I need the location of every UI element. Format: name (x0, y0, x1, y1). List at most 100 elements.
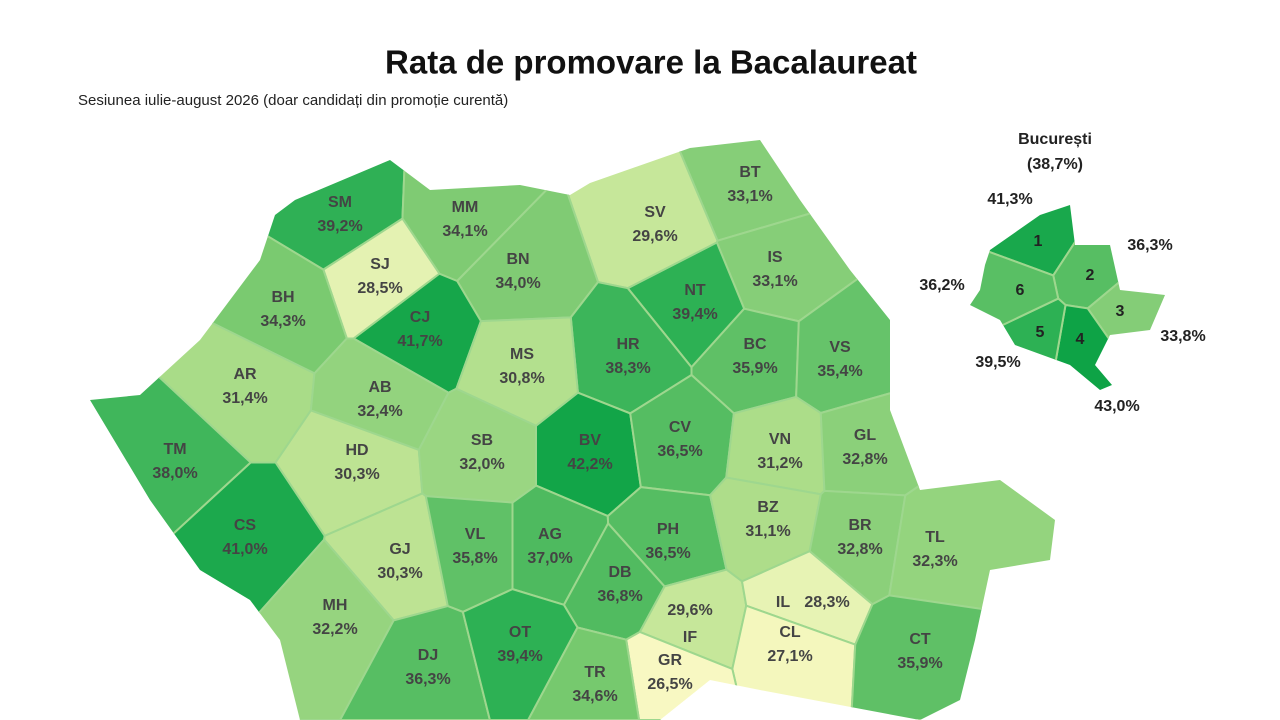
county-code: VS (829, 339, 851, 356)
county-code: TM (163, 441, 186, 458)
county-code: BV (579, 432, 602, 449)
county-code: IF (683, 629, 697, 646)
sector-value: 36,3% (1127, 237, 1172, 254)
county-code: AB (368, 379, 391, 396)
county-code: TR (584, 664, 606, 681)
county-value: 27,1% (767, 648, 812, 665)
county-code: GJ (389, 541, 410, 558)
county-code: CS (234, 517, 257, 534)
sector-number: 3 (1116, 303, 1125, 320)
county-code: IS (767, 249, 782, 266)
county-code: CV (669, 419, 692, 436)
county-value: 35,8% (452, 550, 497, 567)
county-value: 28,3% (804, 594, 849, 611)
county-value: 39,2% (317, 218, 362, 235)
county-value: 38,3% (605, 360, 650, 377)
sector-number: 2 (1086, 267, 1095, 284)
county-value: 35,9% (897, 655, 942, 672)
county-code: MS (510, 346, 534, 363)
county-value: 33,1% (727, 188, 772, 205)
county-code: GL (854, 427, 876, 444)
county-code: VL (465, 526, 486, 543)
county-value: 31,1% (745, 523, 790, 540)
county-value: 35,9% (732, 360, 777, 377)
map-title: Rata de promovare la Bacalaureat (385, 44, 917, 81)
county-code: SM (328, 194, 352, 211)
county-value: 31,4% (222, 390, 267, 407)
county-value: 32,8% (837, 541, 882, 558)
county-code: BH (271, 289, 294, 306)
county-value: 30,3% (334, 466, 379, 483)
county-code: BZ (757, 499, 779, 516)
county-value: 34,1% (442, 223, 487, 240)
county-value: 32,3% (912, 553, 957, 570)
county-code: BT (739, 164, 761, 181)
county-code: HR (616, 336, 640, 353)
county-code: NT (684, 282, 706, 299)
county-value: 32,8% (842, 451, 887, 468)
county-code: CL (779, 624, 801, 641)
county-area (526, 626, 641, 720)
county-value: 36,8% (597, 588, 642, 605)
county-value: 32,0% (459, 456, 504, 473)
county-code: PH (657, 521, 679, 538)
map-subtitle: Sesiunea iulie-august 2026 (doar candida… (78, 92, 508, 109)
sector-number: 6 (1016, 282, 1025, 299)
county-value: 32,4% (357, 403, 402, 420)
county-code: SV (644, 204, 666, 221)
sector-value: 36,2% (919, 277, 964, 294)
county-value: 34,3% (260, 313, 305, 330)
county-area (850, 594, 1055, 720)
county-value: 41,0% (222, 541, 267, 558)
county-code: IL (776, 594, 790, 611)
county-code: BN (506, 251, 529, 268)
county-code: TL (925, 529, 945, 546)
county-value: 37,0% (527, 550, 572, 567)
bucharest-total: (38,7%) (1027, 156, 1083, 173)
sector-number: 1 (1034, 233, 1043, 250)
bucharest-title: București (1018, 131, 1092, 148)
county-value: 36,3% (405, 671, 450, 688)
county-value: 34,0% (495, 275, 540, 292)
county-value: 26,5% (647, 676, 692, 693)
county-value: 30,3% (377, 565, 422, 582)
county-value: 36,5% (657, 443, 702, 460)
county-code: SJ (370, 256, 390, 273)
county-code: GR (658, 652, 682, 669)
sector-value: 41,3% (987, 191, 1032, 208)
sector-number: 5 (1036, 324, 1045, 341)
county-code: MH (323, 597, 348, 614)
county-value: 32,2% (312, 621, 357, 638)
county-code: SB (471, 432, 493, 449)
county-code: AR (233, 366, 257, 383)
county-code: BC (743, 336, 767, 353)
county-value: 38,0% (152, 465, 197, 482)
county-code: CT (909, 631, 931, 648)
county-value: 41,7% (397, 333, 442, 350)
county-code: CJ (410, 309, 430, 326)
county-area (888, 373, 1055, 625)
county-code: VN (769, 431, 791, 448)
county-code: MM (452, 199, 479, 216)
county-areas (90, 140, 1055, 720)
county-value: 35,4% (817, 363, 862, 380)
county-code: AG (538, 526, 562, 543)
county-value: 30,8% (499, 370, 544, 387)
county-value: 39,4% (497, 648, 542, 665)
sector-number: 4 (1076, 331, 1085, 348)
county-value: 39,4% (672, 306, 717, 323)
county-value: 31,2% (757, 455, 802, 472)
county-value: 29,6% (667, 602, 712, 619)
county-value: 36,5% (645, 545, 690, 562)
sector-value: 39,5% (975, 354, 1020, 371)
county-code: HD (345, 442, 368, 459)
sector-value: 43,0% (1094, 398, 1139, 415)
county-value: 42,2% (567, 456, 612, 473)
county-value: 28,5% (357, 280, 402, 297)
county-code: DJ (418, 647, 438, 664)
county-code: DB (608, 564, 631, 581)
sector-value: 33,8% (1160, 328, 1205, 345)
county-value: 29,6% (632, 228, 677, 245)
